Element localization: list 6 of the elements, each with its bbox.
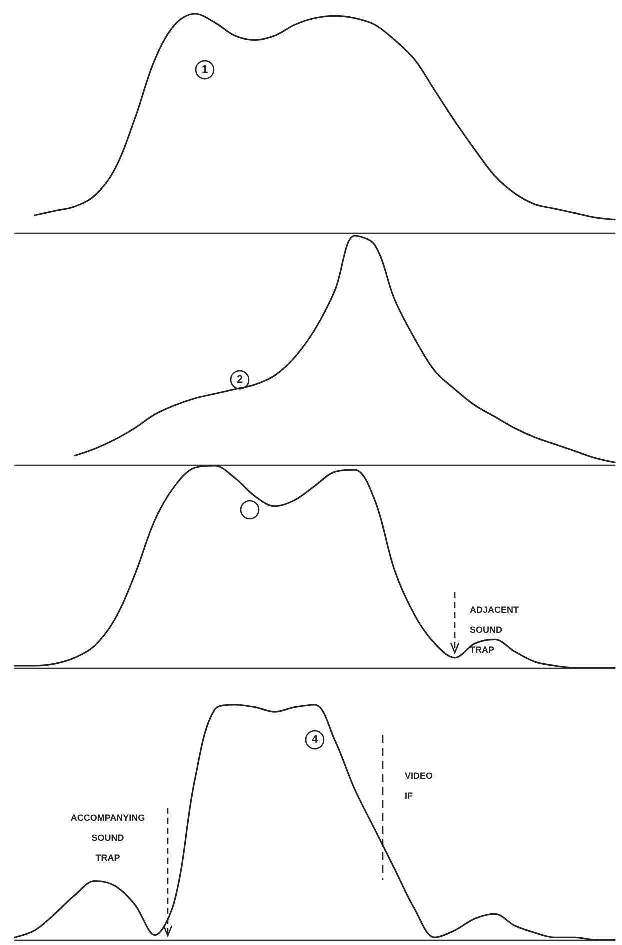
annotation: 2 [236,374,244,386]
annotation: VIDEO IF [405,771,434,801]
annotation: ACCOMPANYING SOUND TRAP [70,813,146,863]
annotation: 1 [202,64,208,76]
annotation: ADJACENT SOUND TRAP [470,605,520,655]
annotation: 4 [312,734,319,746]
